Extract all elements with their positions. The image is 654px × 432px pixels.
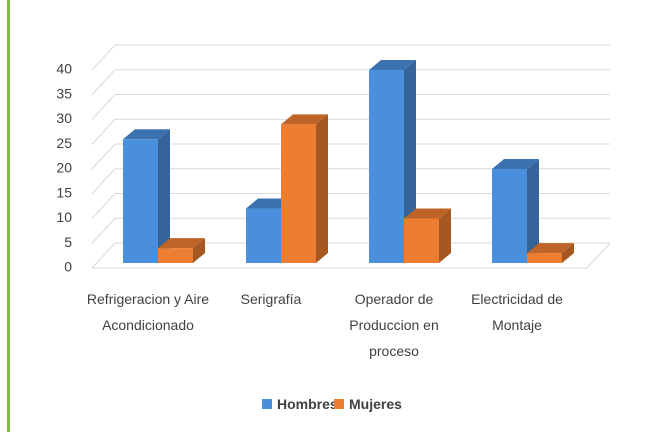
y-tick-label: 5	[64, 234, 72, 250]
bar-front	[123, 139, 158, 263]
grid-line	[91, 69, 610, 96]
bar-top	[281, 114, 328, 125]
legend-item: Hombres	[262, 396, 338, 412]
grid-line	[91, 94, 610, 120]
bar-top	[123, 129, 170, 140]
bar-top	[492, 158, 539, 169]
bar-side	[562, 243, 574, 263]
bar	[492, 158, 539, 263]
bar-side	[439, 208, 451, 263]
y-tick-label: 20	[56, 160, 72, 176]
bar	[281, 114, 328, 264]
legend-label: Mujeres	[349, 396, 402, 412]
bar-front	[158, 248, 193, 263]
bar-side	[316, 114, 328, 264]
bar-top	[404, 208, 451, 219]
legend-item: Mujeres	[334, 396, 402, 412]
bar-front	[281, 124, 316, 264]
grid-line	[91, 143, 610, 170]
accent-bar	[7, 0, 10, 432]
bar	[158, 238, 205, 263]
bar	[123, 129, 170, 263]
bar-top	[527, 243, 574, 254]
floor-line	[586, 242, 611, 269]
grid-line	[91, 118, 610, 145]
y-tick-label: 10	[56, 209, 72, 225]
legend-swatch	[334, 399, 344, 409]
x-tick-label: Serigrafía	[240, 291, 302, 307]
bar-top	[369, 59, 416, 70]
y-tick-label: 0	[64, 259, 72, 275]
bar-top	[158, 238, 205, 249]
bar	[404, 208, 451, 263]
bar	[527, 243, 574, 263]
bar-side	[527, 158, 539, 263]
grid-line	[91, 193, 610, 219]
bar	[369, 59, 416, 264]
y-tick-label: 35	[56, 85, 72, 101]
bar-front	[369, 69, 404, 263]
grid-line	[91, 168, 610, 195]
bar-front	[492, 168, 527, 263]
grid-line	[91, 44, 610, 71]
x-tick-label: Operador de Produccion en proceso	[349, 291, 439, 359]
bar-side	[193, 238, 205, 263]
y-tick-label: 15	[56, 184, 72, 200]
y-tick-label: 25	[56, 135, 72, 151]
legend-swatch	[262, 399, 272, 409]
bar-side	[158, 129, 170, 263]
y-tick-label: 30	[56, 110, 72, 126]
y-tick-label: 40	[56, 61, 72, 77]
x-tick-label: Refrigeracion y Aire Acondicionado	[86, 291, 210, 333]
bar-front	[527, 253, 562, 263]
bar-front	[246, 208, 281, 263]
legend-label: Hombres	[277, 396, 338, 412]
bar-front	[404, 218, 439, 263]
x-tick-label: Electricidad de Montaje	[471, 291, 563, 333]
